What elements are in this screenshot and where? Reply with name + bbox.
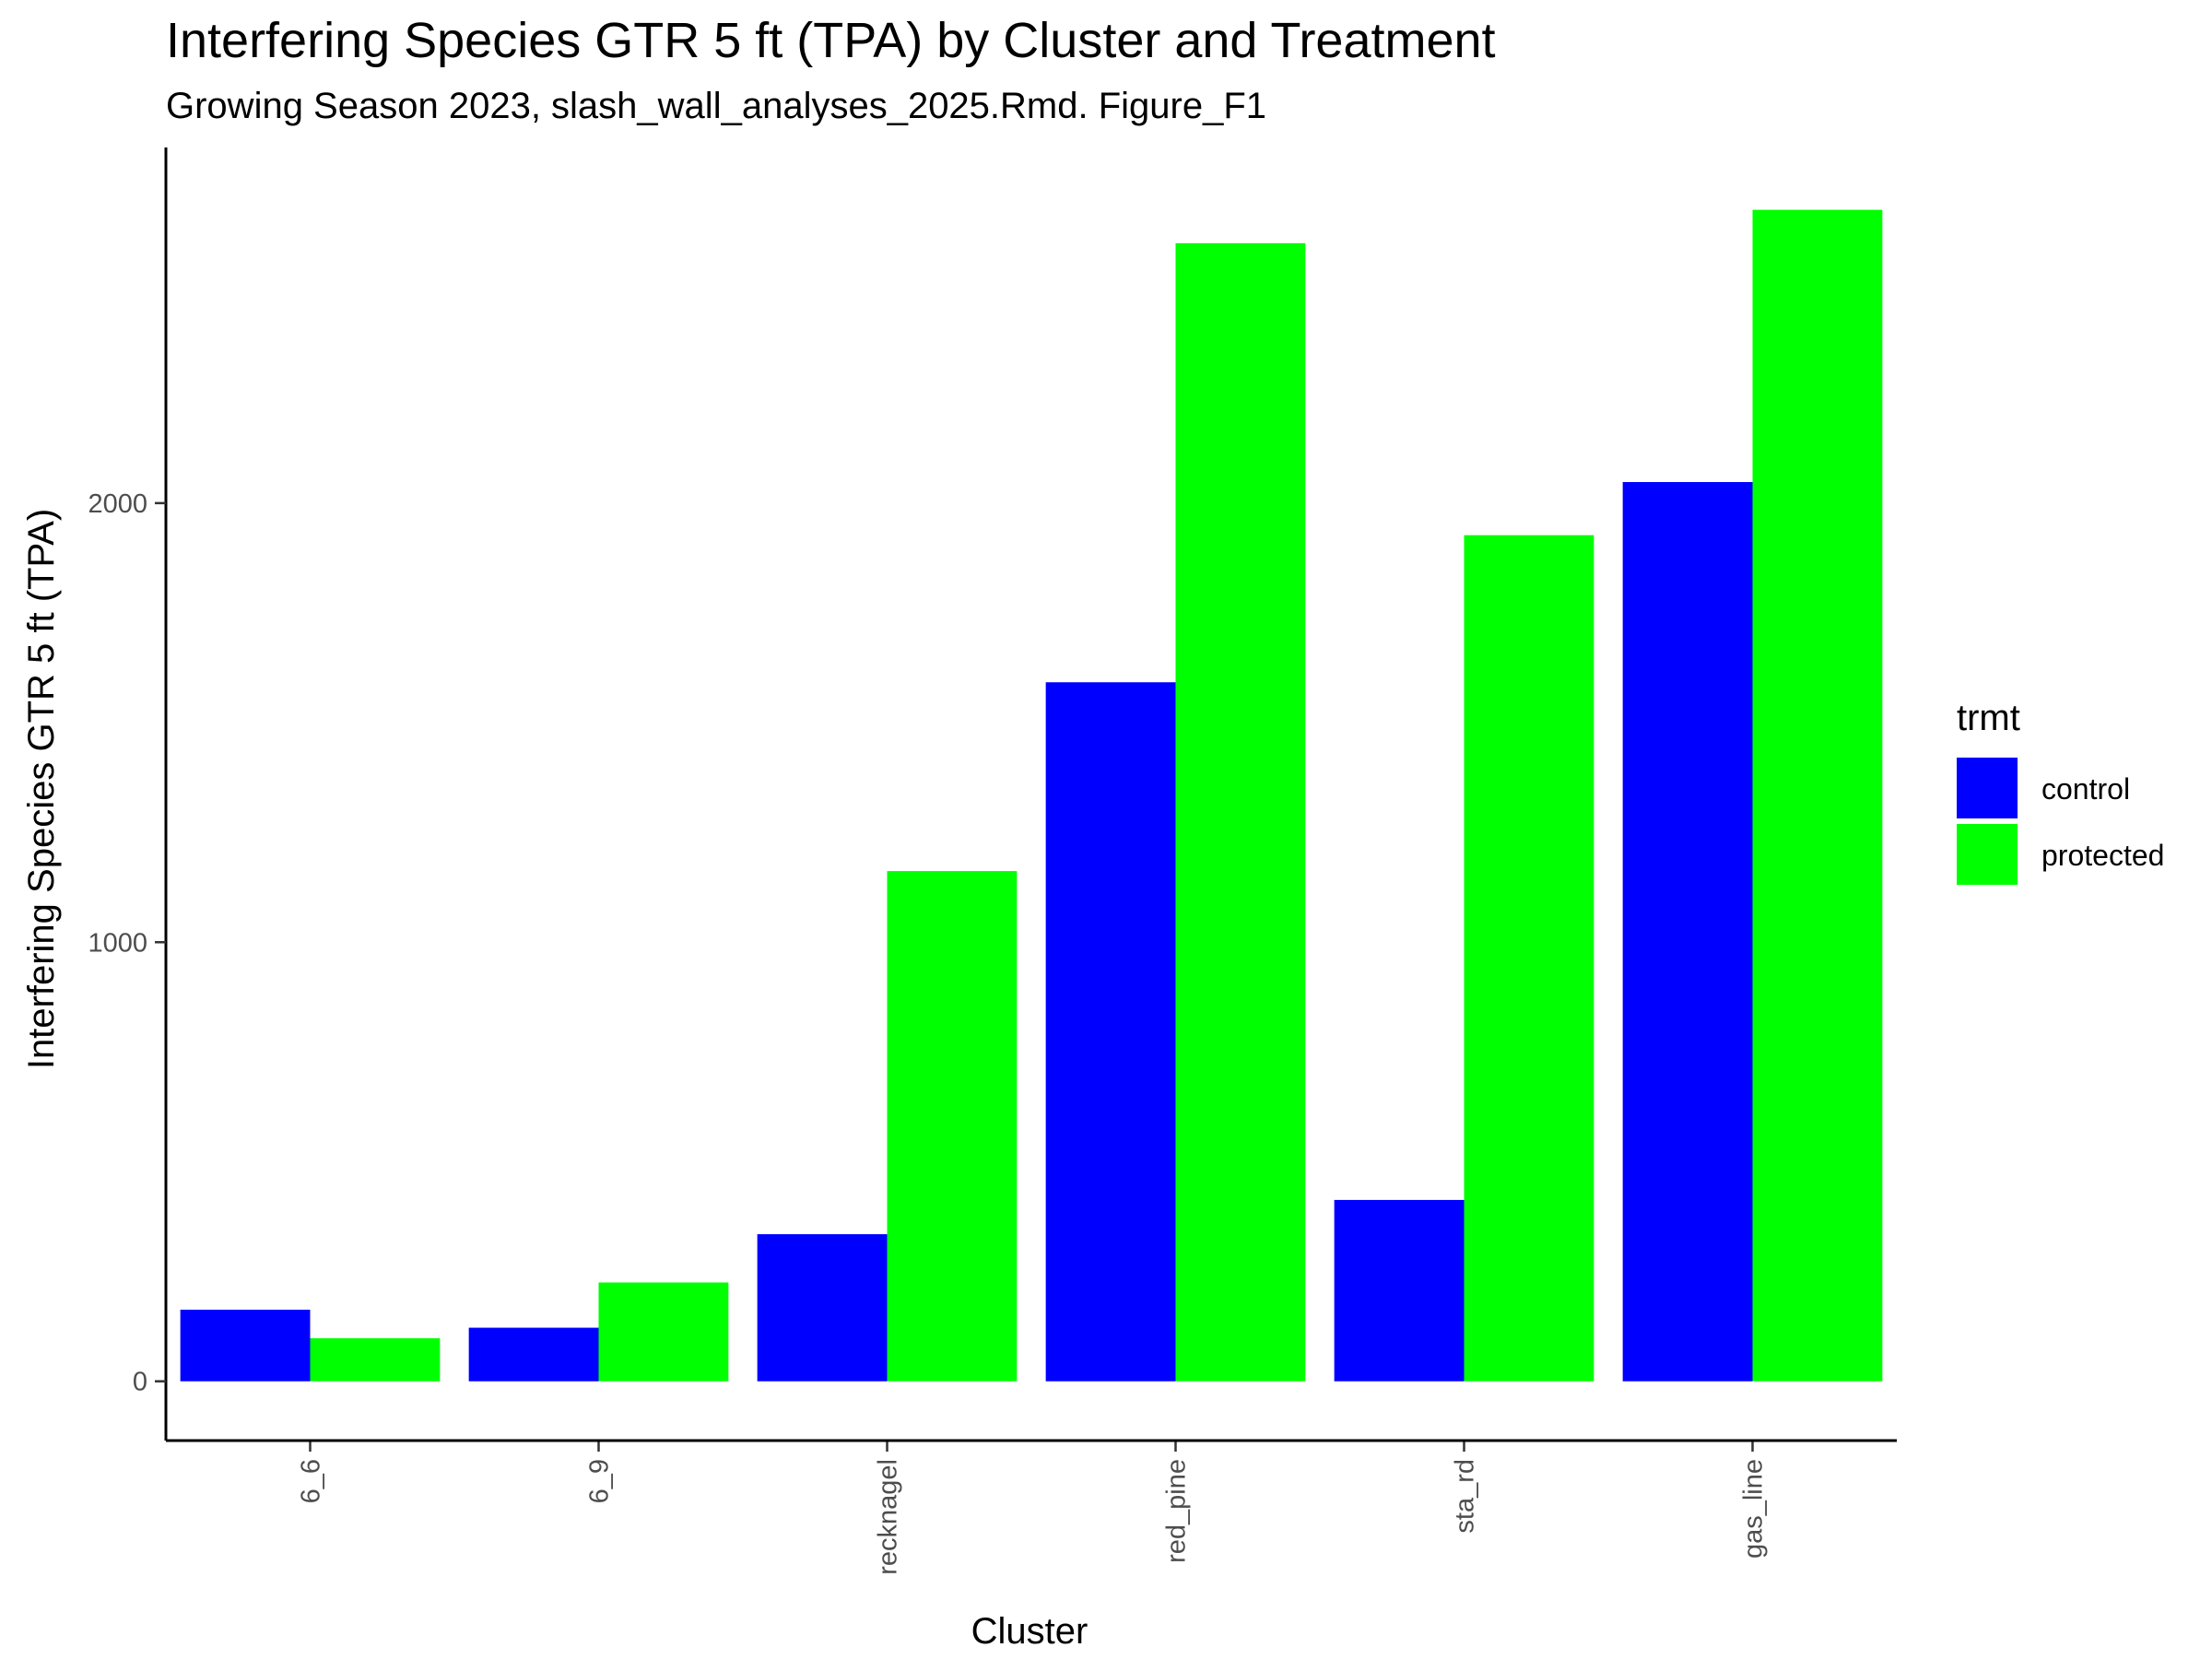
x-tick-label: red_pine xyxy=(1162,1459,1192,1563)
x-tick-label: 6_6 xyxy=(297,1459,326,1503)
y-tick-label: 0 xyxy=(133,1368,147,1397)
x-axis-title: Cluster xyxy=(971,1611,1088,1652)
bar-control-recknagel xyxy=(757,1234,888,1382)
x-tick-label: sta_rd xyxy=(1451,1459,1480,1534)
bar-protected-6_9 xyxy=(598,1282,729,1382)
bar-control-gas_line xyxy=(1622,482,1753,1382)
legend-key-control xyxy=(1957,758,2018,818)
x-tick-label: recknagel xyxy=(874,1459,903,1575)
bars-layer xyxy=(180,209,1883,1382)
x-axis: 6_6 6_9 recknagel red_pine sta_rd gas_line xyxy=(166,1439,1897,1575)
x-tick-label: gas_line xyxy=(1739,1459,1769,1559)
bar-protected-sta_rd xyxy=(1464,535,1594,1382)
bar-control-sta_rd xyxy=(1334,1199,1465,1382)
chart-subtitle: Growing Season 2023, slash_wall_analyses… xyxy=(166,86,1266,126)
bar-protected-6_6 xyxy=(310,1337,441,1382)
bar-protected-gas_line xyxy=(1752,209,1883,1382)
legend: trmt control protected xyxy=(1957,698,2164,885)
bar-protected-recknagel xyxy=(887,871,1018,1382)
y-axis: 0 1000 2000 xyxy=(88,147,168,1441)
legend-key-protected xyxy=(1957,824,2018,885)
x-tick-label: 6_9 xyxy=(585,1459,615,1503)
y-axis-title: Interfering Species GTR 5 ft (TPA) xyxy=(21,509,62,1069)
y-tick-label: 1000 xyxy=(88,928,147,958)
bar-control-6_6 xyxy=(180,1310,311,1382)
legend-label-protected: protected xyxy=(2041,839,2164,872)
chart-title: Interfering Species GTR 5 ft (TPA) by Cl… xyxy=(166,13,1496,68)
y-tick-label: 2000 xyxy=(88,489,147,519)
legend-title: trmt xyxy=(1957,698,2020,738)
legend-label-control: control xyxy=(2041,772,2130,806)
bar-protected-red_pine xyxy=(1175,242,1306,1382)
bar-control-6_9 xyxy=(468,1327,599,1382)
bar-control-red_pine xyxy=(1045,682,1176,1382)
